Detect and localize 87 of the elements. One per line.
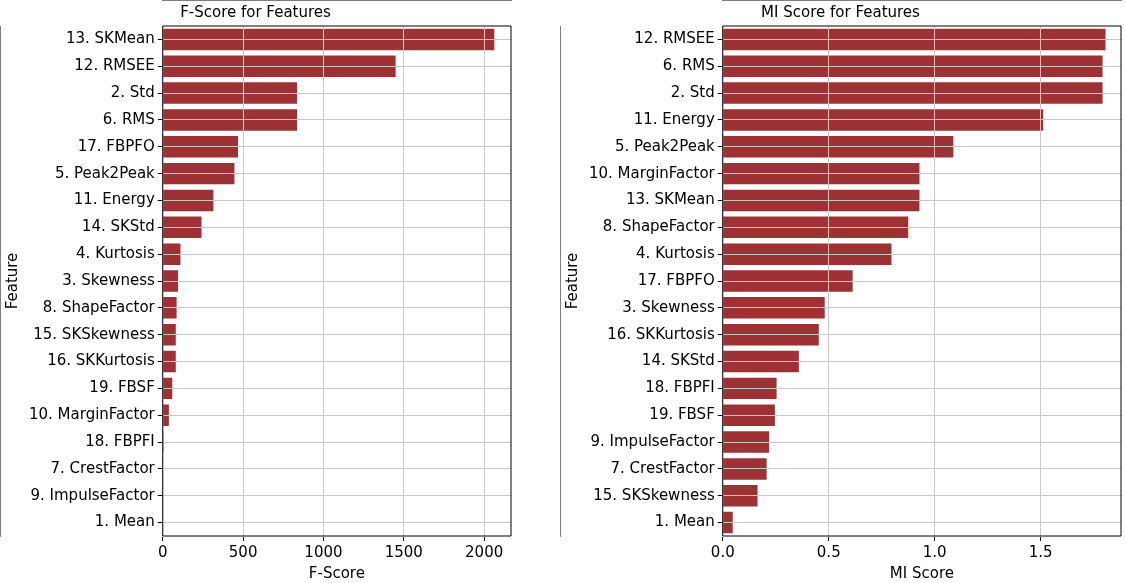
y-tick-label: 3. Skewness xyxy=(622,297,715,316)
x-tick-label: 0 xyxy=(158,542,168,561)
y-axis-title: Feature xyxy=(562,252,581,310)
y-tick-label: 10. MarginFactor xyxy=(588,163,716,182)
bar xyxy=(163,162,235,185)
y-tick-label: 18. FBPFI xyxy=(645,378,715,397)
y-tick-label: 7. CrestFactor xyxy=(610,458,716,477)
x-tick-label: 2000 xyxy=(465,542,504,561)
y-tick-label: 8. ShapeFactor xyxy=(602,217,716,236)
y-tick-label: 17. FBPFO xyxy=(637,270,715,289)
bar xyxy=(163,216,202,239)
y-tick-label: 19. FBSF xyxy=(89,378,155,397)
y-tick-label: 15. SKSkewness xyxy=(593,485,715,504)
bar xyxy=(723,28,1106,51)
y-tick-label: 18. FBPFI xyxy=(85,431,155,450)
chart-title: F-Score for Features xyxy=(180,2,332,21)
y-tick-label: 2. Std xyxy=(670,83,715,101)
y-tick-label: 6. RMS xyxy=(662,56,715,75)
bar xyxy=(723,55,1103,77)
bar xyxy=(163,82,298,104)
y-tick-label: 6. RMS xyxy=(102,109,155,128)
bar xyxy=(723,511,733,534)
x-tick-label: 1.5 xyxy=(1028,542,1053,561)
bar xyxy=(723,431,770,453)
y-tick-label: 5. Peak2Peak xyxy=(54,163,156,182)
y-tick-label: 2. Std xyxy=(110,83,155,101)
bar xyxy=(163,270,179,292)
y-tick-label: 10. MarginFactor xyxy=(28,405,156,424)
bar xyxy=(723,243,892,265)
y-tick-label: 15. SKSkewness xyxy=(33,324,155,343)
y-tick-label: 4. Kurtosis xyxy=(76,244,155,263)
y-tick-label: 9. ImpulseFactor xyxy=(590,431,716,450)
bar xyxy=(723,485,758,507)
y-tick-label: 13. SKMean xyxy=(625,190,715,209)
bar xyxy=(163,28,495,51)
bar xyxy=(723,458,767,480)
x-tick-label: 500 xyxy=(228,542,258,561)
bar xyxy=(723,216,909,239)
bar xyxy=(723,109,1044,131)
y-tick-label: 16. SKKurtosis xyxy=(607,324,715,343)
x-tick-label: 0.0 xyxy=(710,542,735,561)
x-tick-label: 1.0 xyxy=(922,542,947,561)
y-axis-title: Feature xyxy=(2,252,21,310)
bar xyxy=(163,377,173,400)
x-tick-label: 0.5 xyxy=(816,542,841,561)
y-tick-label: 12. RMSEE xyxy=(74,56,155,75)
y-tick-label: 12. RMSEE xyxy=(634,29,715,48)
bar xyxy=(723,189,920,212)
y-tick-label: 3. Skewness xyxy=(62,270,155,289)
y-tick-label: 8. ShapeFactor xyxy=(42,297,156,316)
bar xyxy=(163,109,298,131)
bar xyxy=(723,297,825,319)
bar xyxy=(163,404,169,426)
y-tick-label: 5. Peak2Peak xyxy=(614,136,716,155)
bar xyxy=(723,377,777,400)
y-tick-label: 9. ImpulseFactor xyxy=(30,485,156,504)
bar xyxy=(163,350,176,373)
y-tick-label: 11. Energy xyxy=(633,109,715,128)
x-axis-title: MI Score xyxy=(889,563,954,582)
y-tick-label: 19. FBSF xyxy=(649,405,715,424)
bar xyxy=(723,350,799,373)
y-tick-label: 16. SKKurtosis xyxy=(47,351,155,370)
bar xyxy=(163,323,176,346)
bar xyxy=(723,82,1103,104)
y-tick-label: 14. SKStd xyxy=(81,217,155,236)
y-tick-label: 14. SKStd xyxy=(641,351,715,370)
chart-title: MI Score for Features xyxy=(761,2,921,21)
bar xyxy=(163,243,181,265)
bar xyxy=(723,136,954,158)
y-tick-label: 17. FBPFO xyxy=(77,136,155,155)
x-tick-label: 1000 xyxy=(304,542,343,561)
x-tick-label: 1500 xyxy=(384,542,423,561)
y-tick-label: 1. Mean xyxy=(94,512,155,531)
bar xyxy=(723,270,853,292)
y-tick-label: 1. Mean xyxy=(654,512,715,531)
bar xyxy=(163,297,177,319)
bar xyxy=(163,189,214,212)
x-axis-title: F-Score xyxy=(308,563,365,582)
bar xyxy=(163,136,238,158)
bar xyxy=(723,404,775,426)
y-tick-label: 13. SKMean xyxy=(65,29,155,48)
y-tick-label: 11. Energy xyxy=(73,190,155,209)
bar xyxy=(723,162,920,185)
bar xyxy=(163,55,396,77)
y-tick-label: 7. CrestFactor xyxy=(50,458,156,477)
y-tick-label: 4. Kurtosis xyxy=(636,244,715,263)
bar xyxy=(723,323,819,346)
